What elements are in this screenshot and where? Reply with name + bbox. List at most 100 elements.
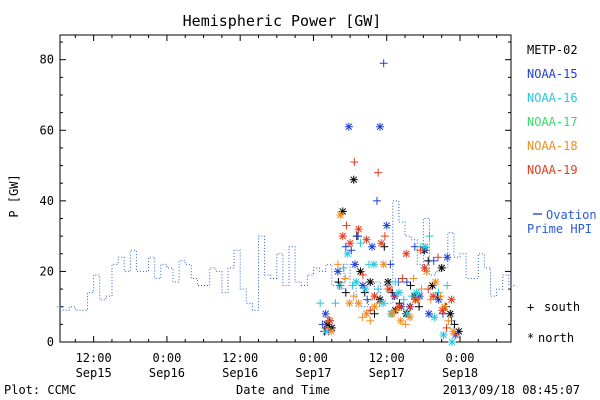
south-point	[401, 320, 410, 329]
north-point	[379, 260, 388, 269]
marker-legend-south-symbol: +	[527, 300, 534, 314]
x-tick-time: 12:00	[76, 351, 112, 365]
x-tick-time: 0:00	[152, 351, 181, 365]
south-point	[424, 285, 433, 294]
north-point	[440, 302, 449, 311]
point-stroke-d2	[363, 236, 370, 244]
north-point	[321, 309, 330, 318]
y-tick-label: 0	[47, 335, 54, 349]
south-point	[349, 292, 358, 301]
south-point	[342, 221, 351, 230]
point-stroke-d2	[359, 282, 367, 289]
north-point	[447, 295, 456, 304]
point-stroke-d2	[346, 299, 353, 307]
x-tick-date: Sep17	[295, 366, 331, 380]
point-stroke-d2	[421, 243, 429, 251]
south-point	[429, 256, 438, 265]
north-point	[338, 232, 347, 241]
north-point	[370, 292, 379, 301]
series-noaa-19	[321, 158, 460, 339]
y-tick-label: 60	[40, 123, 54, 137]
north-point	[443, 253, 452, 262]
y-tick-label: 40	[40, 194, 54, 208]
south-point	[356, 239, 365, 248]
north-point	[429, 292, 438, 301]
legend-item-noaa-15: NOAA-15	[527, 67, 578, 81]
legend-item-noaa-18: NOAA-18	[527, 139, 578, 153]
point-stroke-d2	[383, 222, 391, 229]
north-point	[350, 260, 359, 269]
point-stroke-d2	[380, 261, 388, 268]
point-stroke-d2	[376, 296, 384, 304]
south-point	[370, 309, 379, 318]
x-tick-time: 12:00	[369, 351, 405, 365]
x-tick-time: 0:00	[299, 351, 328, 365]
north-point	[420, 263, 429, 272]
north-point	[396, 316, 405, 325]
south-point	[354, 232, 363, 241]
south-point	[425, 232, 434, 241]
point-stroke-d2	[376, 123, 384, 131]
north-point	[412, 288, 421, 297]
south-point	[374, 168, 383, 177]
ovation-legend: Ovation Prime HPI	[527, 208, 597, 236]
point-stroke-d2	[371, 303, 378, 311]
point-stroke-d2	[412, 296, 419, 304]
north-point	[394, 302, 403, 311]
legend-item-noaa-17: NOAA-17	[527, 115, 578, 129]
point-stroke-d2	[384, 278, 392, 286]
north-point	[446, 309, 455, 318]
point-stroke-d2	[449, 328, 457, 335]
south-point	[375, 299, 384, 308]
north-point	[327, 327, 336, 336]
point-stroke-d2	[448, 338, 456, 346]
north-point	[344, 122, 353, 131]
point-stroke-d2	[448, 296, 455, 304]
point-stroke-d2	[423, 268, 430, 275]
north-point	[411, 295, 420, 304]
x-axis-label: Date and Time	[236, 383, 330, 397]
x-tick-date: Sep17	[369, 366, 405, 380]
north-point	[438, 306, 447, 315]
footer-right: 2013/09/18 08:45:07	[443, 383, 580, 397]
point-stroke-d2	[443, 253, 451, 261]
chart-title: Hemispheric Power [GW]	[183, 12, 382, 30]
south-point	[331, 299, 340, 308]
north-point	[354, 299, 363, 308]
south-point	[444, 316, 453, 325]
south-point	[363, 295, 372, 304]
point-stroke-d2	[355, 225, 362, 233]
south-point	[409, 274, 418, 283]
point-stroke-d2	[326, 317, 334, 325]
point-stroke-d2	[431, 313, 438, 321]
south-point	[321, 323, 330, 332]
north-point	[370, 302, 379, 311]
point-stroke-d2	[438, 264, 446, 272]
marker-legend-south-label: south	[544, 300, 580, 314]
point-stroke-d2	[357, 268, 364, 275]
point-stroke-d2	[327, 328, 335, 335]
south-point	[416, 246, 425, 255]
point-stroke-d2	[388, 310, 396, 318]
point-stroke-d2	[438, 306, 446, 314]
south-point	[417, 285, 426, 294]
point-stroke-d2	[344, 250, 352, 258]
north-point	[366, 278, 375, 287]
point-stroke-d2	[397, 317, 405, 325]
point-stroke-d2	[350, 176, 358, 184]
north-point	[424, 309, 433, 318]
south-point	[380, 232, 389, 241]
south-point	[335, 281, 344, 290]
data-points	[316, 59, 463, 346]
marker-legend-north-label: north	[538, 331, 574, 345]
north-point	[394, 288, 403, 297]
x-tick-date: Sep18	[442, 366, 478, 380]
point-stroke-d2	[446, 310, 454, 318]
north-point	[388, 309, 397, 318]
point-stroke-d2	[334, 268, 342, 275]
point-stroke-d2	[413, 289, 421, 296]
north-point	[362, 309, 371, 318]
south-point	[379, 59, 388, 68]
north-point	[361, 285, 370, 294]
